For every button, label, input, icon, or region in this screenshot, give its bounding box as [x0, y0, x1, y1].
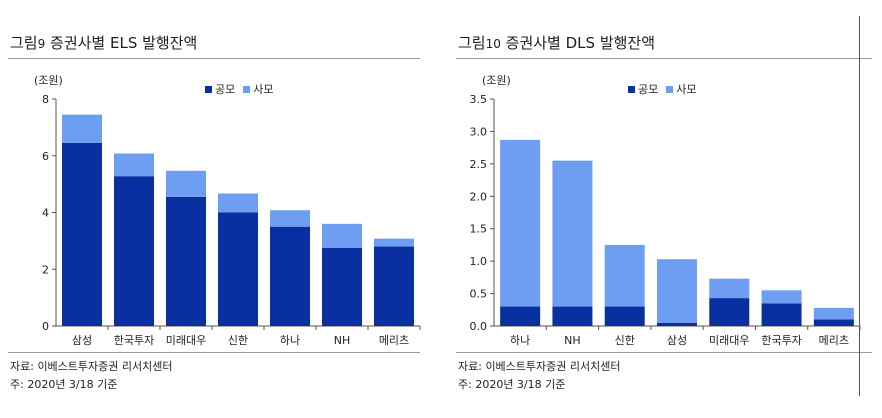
- bar-segment-public: [62, 142, 102, 326]
- legend-swatch-private: [243, 85, 251, 93]
- legend-swatch-public: [628, 85, 635, 93]
- bar-segment-public: [552, 306, 593, 326]
- y-tick-label: 0.0: [470, 320, 488, 333]
- legend-swatch-public: [205, 85, 212, 93]
- bar-segment-private: [761, 290, 802, 304]
- x-tick-label: 삼성: [667, 334, 687, 347]
- x-tick-label: 미래대우: [166, 334, 206, 347]
- bar-segment-private: [500, 139, 541, 307]
- dls-legend-public: 공모: [628, 81, 658, 97]
- y-tick-label: 1.5: [470, 223, 488, 236]
- els-title-rule: [8, 58, 420, 59]
- bar-segment-public: [270, 226, 310, 326]
- dls-source: 자료: 이베스트투자증권 리서치센터: [458, 360, 621, 373]
- bar-segment-public: [761, 303, 802, 326]
- x-tick-label: 삼성: [72, 334, 92, 347]
- bar-segment-private: [657, 259, 697, 323]
- bar-segment-public: [813, 319, 854, 326]
- els-source: 자료: 이베스트투자증권 리서치센터: [10, 360, 173, 373]
- els-chart: 0 2 4 6 8 삼성 한국투자 미래대우 신한 하나 NH 메리츠: [42, 93, 421, 347]
- bar-segment-public: [114, 176, 154, 326]
- x-tick-label: 하나: [280, 333, 300, 347]
- els-figure-title: 그림9 증권사별 ELS 발행잔액: [10, 34, 198, 52]
- els-bottom-rule: [8, 352, 420, 353]
- x-tick-label: NH: [564, 334, 581, 347]
- x-tick-label: 한국투자: [114, 334, 154, 347]
- x-tick-label: 메리츠: [379, 334, 409, 347]
- bar-segment-private: [114, 153, 154, 177]
- bar-segment-private: [813, 307, 854, 320]
- els-note: 주: 2020년 3/18 기준: [10, 378, 118, 391]
- els-legend: 공모 사모: [205, 81, 274, 97]
- dls-panel: 그림10 증권사별 DLS 발행잔액 (조원) 공모 사모 0.0 0.5 1.0 1…: [448, 0, 882, 418]
- panel-divider: [859, 16, 860, 396]
- legend-swatch-private: [666, 85, 674, 93]
- els-legend-private: 사모: [243, 81, 274, 97]
- dls-title-rule: [456, 58, 872, 59]
- bar-segment-private: [270, 210, 310, 227]
- y-tick-label: 6: [42, 150, 49, 163]
- bar-segment-private: [604, 244, 645, 307]
- x-tick-label: 하나: [510, 333, 530, 347]
- y-tick-label: 4: [42, 207, 49, 220]
- dls-note: 주: 2020년 3/18 기준: [458, 378, 566, 391]
- els-legend-public: 공모: [205, 81, 235, 97]
- dls-figure-title: 그림10 증권사별 DLS 발행잔액: [458, 34, 656, 52]
- bar-segment-public: [322, 247, 362, 326]
- bar-segment-private: [218, 193, 258, 213]
- bar-segment-public: [657, 322, 697, 326]
- y-tick-label: 2: [42, 263, 49, 276]
- bar-segment-private: [322, 223, 362, 248]
- bar-segment-public: [604, 306, 645, 326]
- y-tick-label: 2.5: [470, 158, 488, 171]
- bar-segment-public: [374, 246, 414, 326]
- y-tick-label: 8: [42, 93, 49, 106]
- x-tick-label: NH: [334, 334, 351, 347]
- y-tick-label: 2.0: [470, 190, 488, 203]
- dls-legend: 공모 사모: [628, 81, 697, 97]
- els-panel: 그림9 증권사별 ELS 발행잔액 (조원) 공모 사모 0 2 4 6 8 삼성 한국투자…: [0, 0, 430, 418]
- bar-segment-private: [62, 114, 102, 143]
- y-tick-label: 1.0: [470, 255, 488, 268]
- bar-segment-public: [709, 298, 750, 326]
- x-tick-label: 미래대우: [709, 334, 749, 347]
- bar-segment-public: [500, 306, 541, 326]
- bar-segment-private: [166, 170, 206, 197]
- dls-legend-private: 사모: [666, 81, 697, 97]
- bar-segment-public: [218, 212, 258, 326]
- dls-chart: 0.0 0.5 1.0 1.5 2.0 2.5 3.0 3.5 하나 NH 신한 삼성 미래대우 한국투자…: [470, 93, 861, 347]
- y-tick-label: 3.0: [470, 125, 488, 138]
- y-tick-label: 0: [42, 320, 49, 333]
- x-tick-label: 한국투자: [761, 334, 801, 347]
- x-tick-label: 신한: [228, 334, 248, 347]
- bar-segment-private: [709, 278, 750, 299]
- bar-segment-private: [552, 160, 593, 307]
- dls-bottom-rule: [456, 352, 872, 353]
- els-unit-label: (조원): [34, 74, 63, 87]
- bar-segment-private: [374, 238, 414, 247]
- x-tick-label: 신한: [615, 334, 635, 347]
- x-tick-label: 메리츠: [819, 334, 849, 347]
- dls-unit-label: (조원): [482, 74, 511, 87]
- y-tick-label: 0.5: [470, 288, 488, 301]
- y-tick-label: 3.5: [470, 93, 488, 106]
- bar-segment-public: [166, 196, 206, 326]
